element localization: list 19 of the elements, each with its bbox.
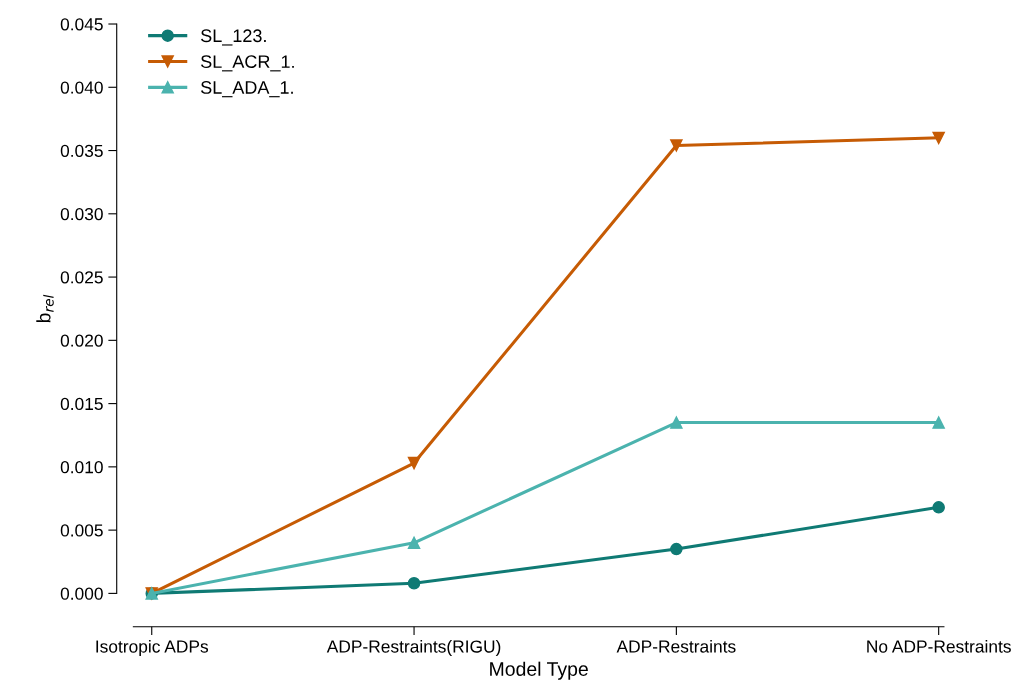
- x-tick-label: No ADP-Restraints: [867, 639, 1011, 653]
- x-tick-label: Isotropic ADPs: [96, 639, 209, 657]
- y-tick-label: 0.030: [60, 207, 103, 221]
- legend-label: SL_ADA_1.: [201, 81, 293, 98]
- y-tick-label: 0.005: [60, 524, 103, 537]
- y-tick-label: 0.010: [60, 461, 103, 474]
- y-tick-label: 0.035: [60, 144, 103, 157]
- y-tick-label: 0.040: [60, 81, 103, 94]
- y-tick-label: 0.000: [60, 587, 103, 600]
- x-axis-title: Model Type: [490, 661, 588, 680]
- y-tick-label: 0.020: [60, 334, 103, 347]
- y-tick-label: 0.025: [60, 271, 103, 284]
- legend-label: SL_ACR_1.: [201, 55, 294, 72]
- y-tick-label: 0.015: [60, 397, 103, 411]
- legend-label: SL_123.: [201, 29, 266, 46]
- y-axis-title: b$_{rel}$: [36, 294, 54, 323]
- y-tick-label: 0.045: [60, 18, 103, 31]
- x-tick-label: ADP-Restraints: [616, 639, 736, 653]
- x-tick-label: ADP-Restraints(RIGU): [326, 639, 501, 657]
